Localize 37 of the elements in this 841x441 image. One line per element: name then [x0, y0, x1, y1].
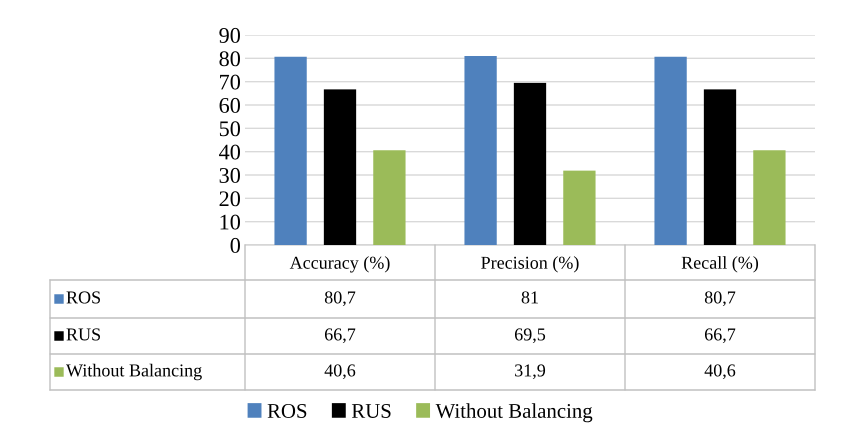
x-tick-label: Recall (%) — [682, 256, 758, 272]
y-tick-label: 0 — [230, 238, 240, 253]
x-tick-label: Accuracy (%) — [290, 256, 390, 273]
bar — [563, 170, 596, 245]
data-label: 40,6 — [324, 364, 356, 380]
data-label: 81 — [522, 291, 538, 304]
y-tick-label: 10 — [220, 214, 240, 230]
legend-label: RUS — [352, 404, 391, 418]
y-tick-label: 60 — [220, 98, 240, 113]
y-tick-label: 20 — [220, 191, 240, 206]
y-tick-label: 50 — [220, 121, 240, 136]
y-tick-label: 90 — [219, 28, 240, 43]
data-label: 31,9 — [515, 364, 546, 380]
y-tick-label: 80 — [219, 51, 240, 66]
data-label: 80,7 — [324, 291, 356, 306]
y-tick-label: 30 — [220, 168, 240, 183]
text: ROS — [66, 291, 100, 304]
bar — [654, 56, 687, 245]
legend-label: Without Balancing — [436, 403, 592, 422]
x-tick-label: Precision (%) — [481, 256, 579, 272]
data-label: 66,7 — [704, 328, 736, 344]
bar — [274, 56, 307, 245]
bar — [514, 82, 546, 245]
data-label: 69,5 — [514, 328, 546, 344]
bar — [753, 150, 786, 245]
y-tick-label: 40 — [219, 144, 240, 160]
bar — [324, 89, 356, 245]
y-tick-label: 70 — [220, 74, 240, 90]
bar — [373, 150, 406, 245]
text: RUS — [66, 328, 100, 341]
legend-label: ROS — [268, 404, 306, 418]
data-label: 40,6 — [704, 364, 736, 380]
bar — [704, 89, 736, 245]
data-label: 80,7 — [704, 291, 736, 306]
bar — [464, 56, 497, 245]
data-label: 66,7 — [324, 328, 356, 344]
text: Without Balancing — [66, 364, 202, 380]
